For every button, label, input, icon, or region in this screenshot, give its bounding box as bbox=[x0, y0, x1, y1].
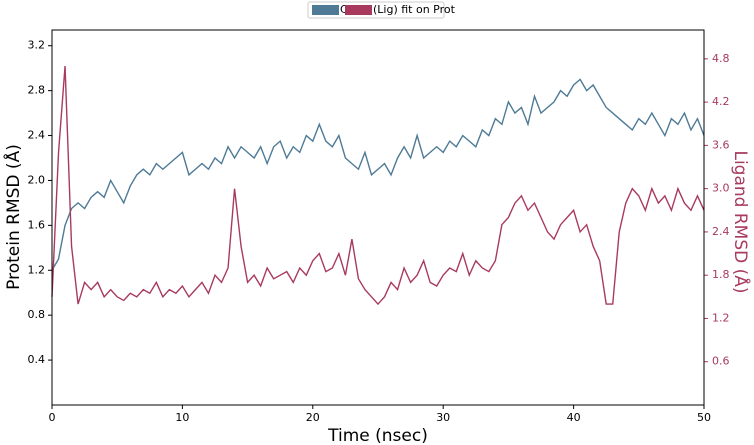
y-tick-label: 0.8 bbox=[28, 308, 46, 321]
legend-swatch bbox=[312, 5, 339, 15]
y-tick-label: 2.4 bbox=[28, 129, 46, 142]
y2-tick-label: 3.0 bbox=[712, 182, 730, 195]
y2-tick-label: 2.4 bbox=[712, 225, 730, 238]
y2-tick-label: 4.8 bbox=[712, 52, 730, 65]
x-tick-label: 10 bbox=[175, 411, 189, 424]
y2-tick-label: 4.2 bbox=[712, 95, 730, 108]
x-axis-title: Time (nsec) bbox=[327, 426, 428, 445]
y-tick-label: 2.0 bbox=[28, 173, 46, 186]
plot-frame bbox=[51, 29, 705, 406]
y2-tick-label: 0.6 bbox=[712, 355, 730, 368]
x-tick-label: 50 bbox=[697, 411, 711, 424]
y2-axis-title: Ligand RMSD (Å) bbox=[730, 150, 752, 293]
series-line bbox=[51, 78, 705, 271]
legend-label: (Lig) fit on Prot bbox=[373, 3, 456, 16]
x-tick-label: 40 bbox=[567, 411, 581, 424]
x-tick-label: 30 bbox=[436, 411, 450, 424]
y-tick-label: 2.8 bbox=[28, 84, 46, 97]
y2-tick-label: 1.8 bbox=[712, 268, 730, 281]
y-tick-label: 0.4 bbox=[28, 353, 46, 366]
x-tick-label: 20 bbox=[306, 411, 320, 424]
y2-tick-label: 3.6 bbox=[712, 138, 730, 151]
y2-tick-label: 1.2 bbox=[712, 311, 730, 324]
y-tick-label: 1.6 bbox=[28, 218, 46, 231]
legend-swatch bbox=[345, 5, 372, 15]
legend-box bbox=[307, 1, 445, 19]
y-tick-label: 1.2 bbox=[28, 263, 46, 276]
y-axis-title: Protein RMSD (Å) bbox=[2, 144, 24, 290]
series-line bbox=[51, 66, 705, 306]
y-tick-label: 3.2 bbox=[28, 39, 46, 52]
x-tick-label: 0 bbox=[49, 411, 56, 424]
